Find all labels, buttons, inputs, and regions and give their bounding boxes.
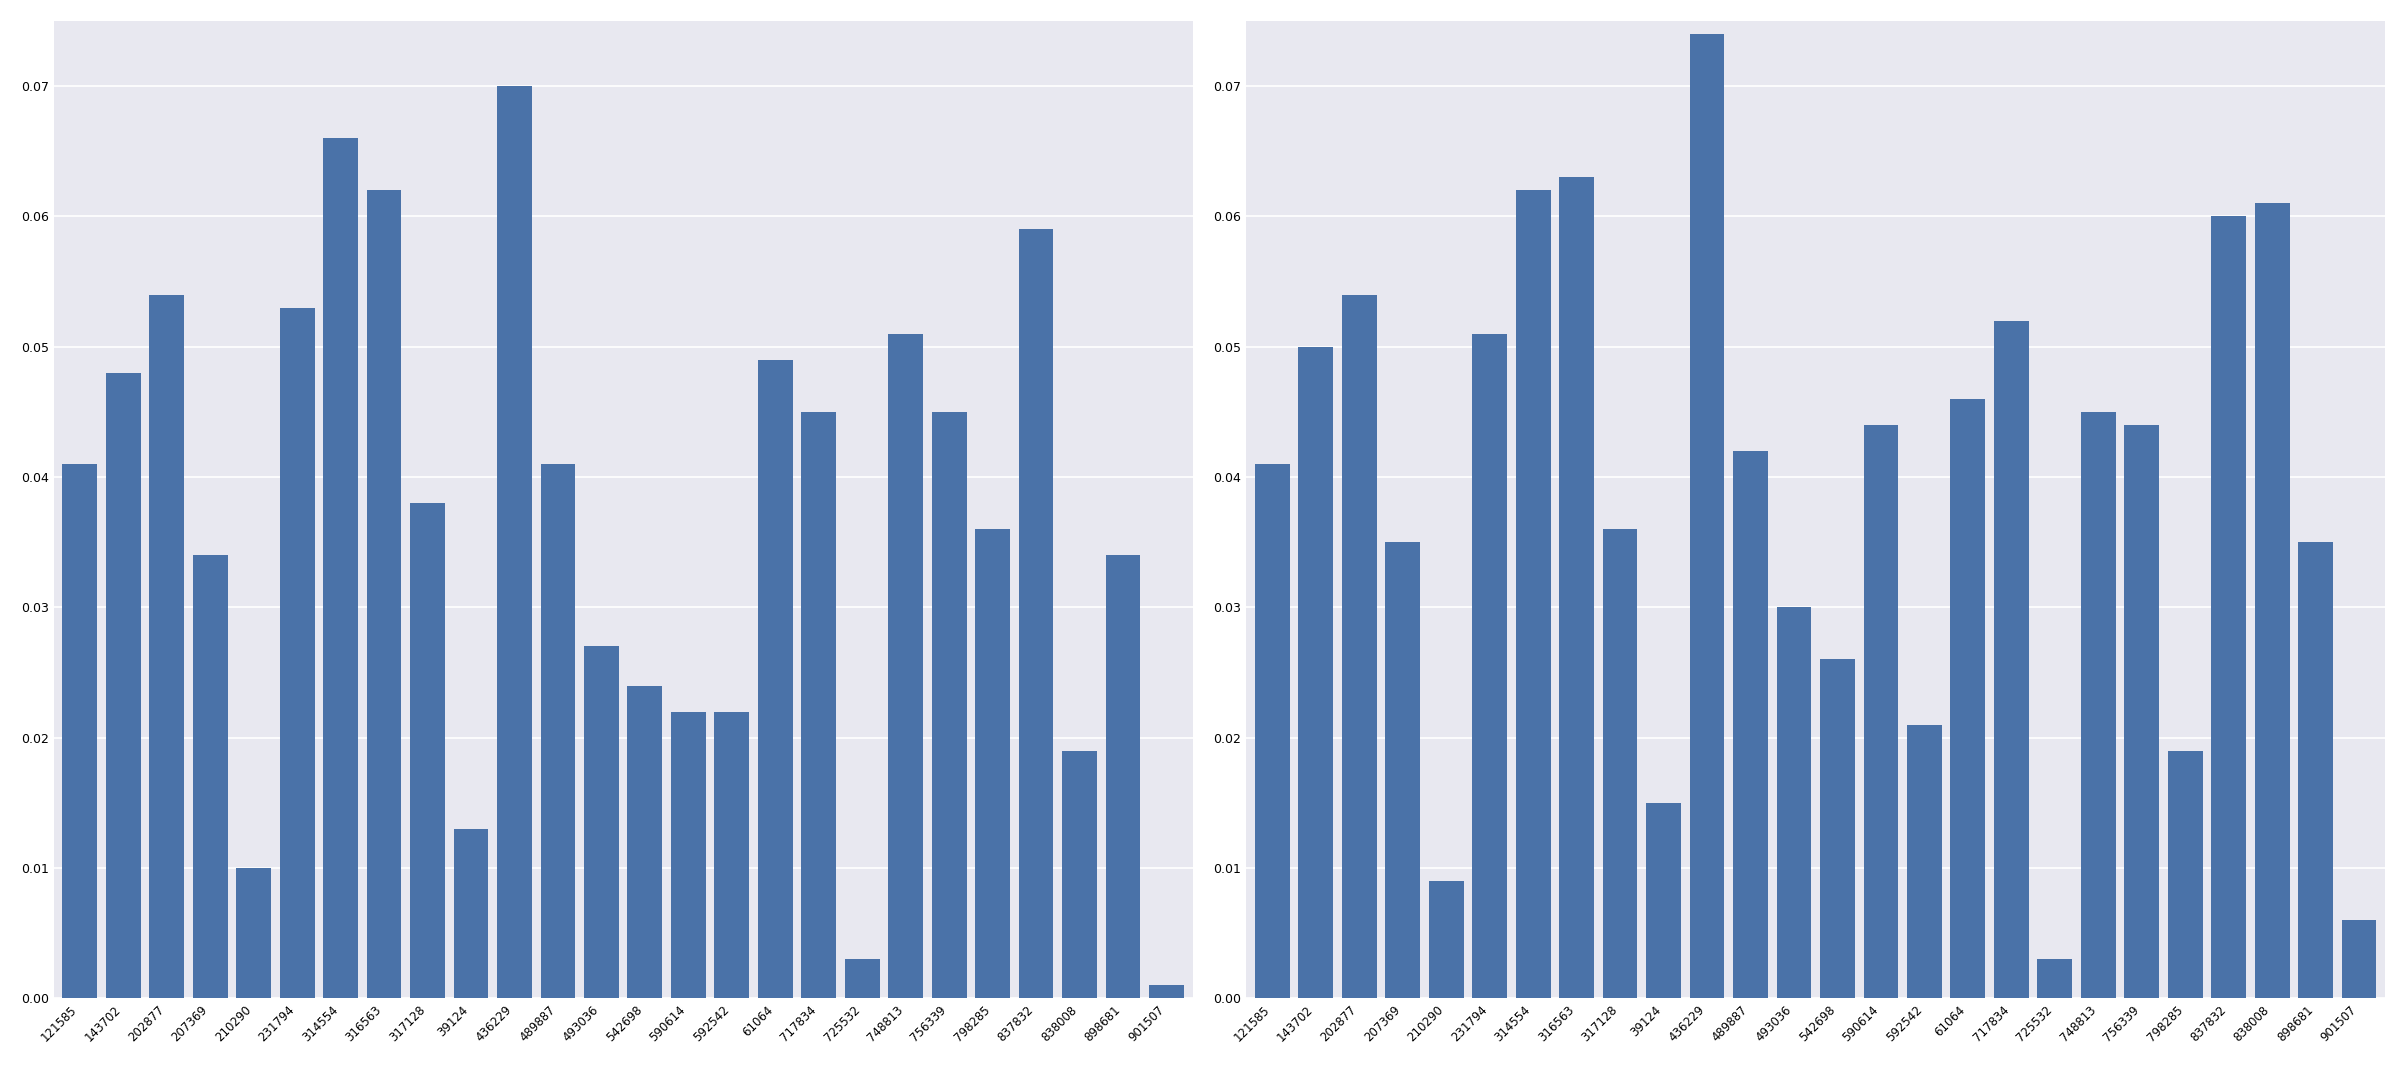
Bar [1689,34,1725,998]
Bar [63,464,96,998]
Bar [888,333,924,998]
Bar [1995,321,2028,998]
Bar [1429,881,1463,998]
Bar [1819,659,1855,998]
Bar [1602,529,1638,998]
Bar [931,412,967,998]
Bar [279,308,315,998]
Bar [1018,229,1054,998]
Bar [845,960,881,998]
Bar [192,555,229,998]
Bar [2211,216,2247,998]
Bar [1908,724,1942,998]
Bar [585,646,618,998]
Bar [236,868,272,998]
Bar [2254,203,2291,998]
Bar [366,191,402,998]
Bar [2124,425,2158,998]
Bar [2081,412,2115,998]
Bar [1646,803,1682,998]
Bar [2168,751,2201,998]
Bar [758,360,792,998]
Bar [1150,985,1184,998]
Bar [628,686,662,998]
Bar [1951,398,1985,998]
Bar [409,503,445,998]
Bar [1776,607,1812,998]
Bar [322,138,358,998]
Bar [1256,464,1290,998]
Bar [671,711,705,998]
Bar [541,464,575,998]
Bar [2038,960,2072,998]
Bar [715,711,748,998]
Bar [1343,295,1376,998]
Bar [1061,751,1097,998]
Bar [1299,347,1333,998]
Bar [2341,920,2377,998]
Bar [1559,177,1595,998]
Bar [498,86,532,998]
Bar [1732,450,1768,998]
Bar [1386,542,1420,998]
Bar [1472,333,1506,998]
Bar [106,373,140,998]
Bar [455,829,488,998]
Bar [2298,542,2334,998]
Bar [1107,555,1140,998]
Bar [149,295,185,998]
Bar [1516,191,1549,998]
Bar [1865,425,1898,998]
Bar [974,529,1011,998]
Bar [801,412,837,998]
